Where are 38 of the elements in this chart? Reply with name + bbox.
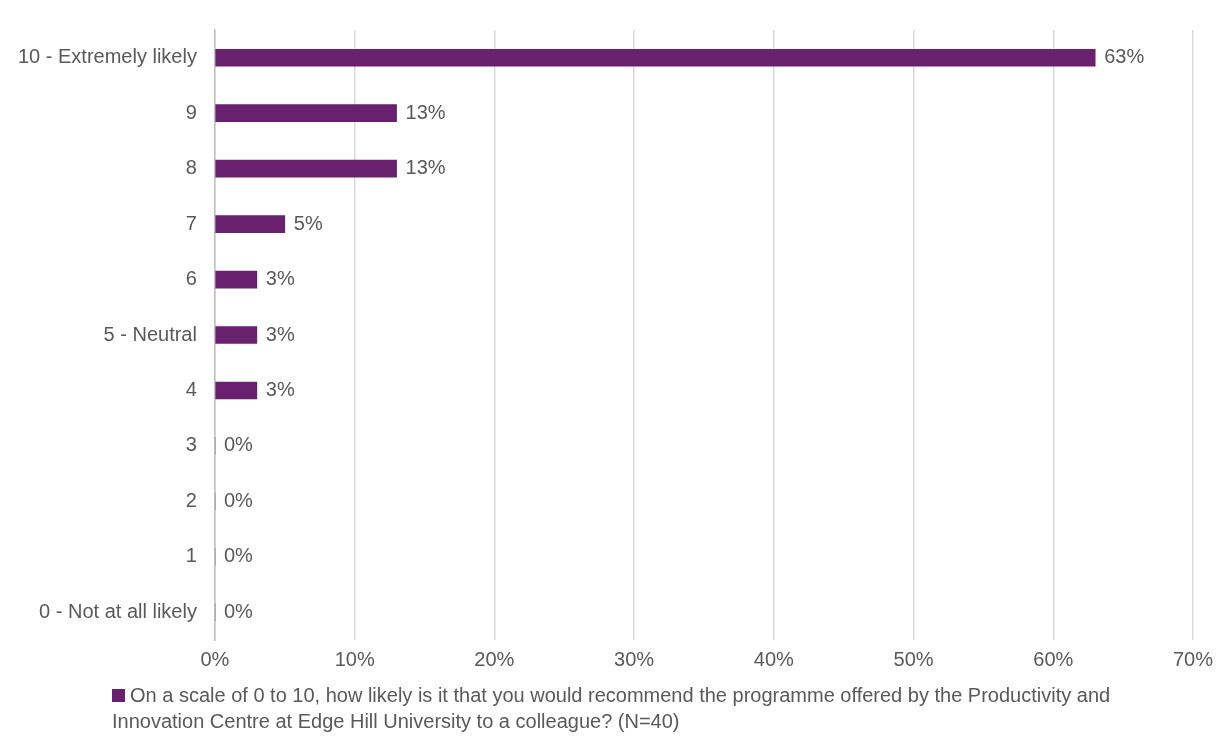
data-label: 3% [265,377,295,400]
y-tick-label: 7 [185,211,197,234]
x-tick-label: 60% [1033,647,1074,670]
data-label: 63% [1104,45,1145,68]
y-tick-label: 4 [185,377,197,400]
x-tick-label: 20% [474,647,515,670]
data-label: 0% [223,433,254,456]
bar [215,381,258,400]
x-tick-label: 50% [893,647,934,670]
bar [215,48,1096,67]
bar [215,159,397,178]
y-tick-label: 10 - Extremely likely [18,45,197,68]
y-tick-label: 9 [185,100,197,123]
bar [215,270,258,289]
data-label: 13% [405,156,446,179]
data-label: 0% [223,488,254,511]
data-label: 3% [265,267,295,290]
x-tick-label: 0% [200,647,230,670]
y-tick-label: 3 [185,433,197,456]
y-tick-label: 0 - Not at all likely [39,599,197,622]
x-tick-label: 40% [753,647,795,670]
x-tick-label: 70% [1172,647,1214,670]
data-label: 13% [405,100,446,123]
y-tick-label: 6 [185,267,197,290]
x-tick-label: 30% [614,647,655,670]
y-tick-label: 5 - Neutral [103,322,197,345]
y-tick-label: 8 [185,156,197,179]
data-label: 0% [223,544,254,567]
x-tick-label: 10% [334,647,375,670]
bar [215,326,258,344]
legend-label: On a scale of 0 to 10, how likely is it that you would recommend the programme offered by the Productivity and Innovation Centre at Edge Hill University to a colleague? (N=40) [112,684,1111,732]
bar [215,215,286,233]
data-label: 3% [265,322,295,345]
y-tick-label: 2 [185,488,197,511]
data-label: 0% [223,599,254,622]
bar [215,104,397,123]
data-label: 5% [293,211,323,234]
y-tick-label: 1 [185,544,197,567]
